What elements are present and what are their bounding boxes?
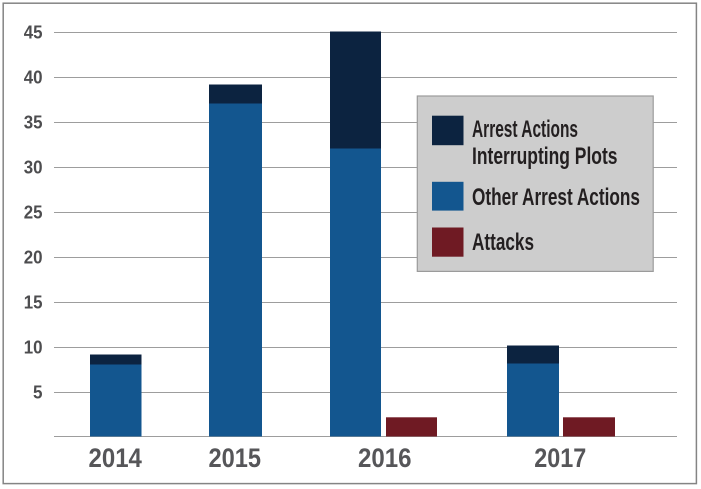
svg-text:Other Arrest Actions: Other Arrest Actions: [472, 184, 640, 211]
svg-text:Arrest Actions: Arrest Actions: [472, 116, 578, 143]
svg-text:2016: 2016: [358, 443, 412, 473]
svg-text:40: 40: [24, 67, 43, 87]
svg-text:Interrupting Plots: Interrupting Plots: [472, 143, 618, 170]
svg-text:Attacks: Attacks: [472, 229, 534, 256]
svg-text:5: 5: [33, 382, 43, 402]
svg-text:10: 10: [24, 337, 43, 357]
svg-text:15: 15: [24, 292, 43, 312]
svg-text:30: 30: [24, 157, 43, 177]
svg-text:2014: 2014: [89, 443, 143, 473]
svg-text:25: 25: [24, 202, 43, 222]
svg-text:2015: 2015: [209, 443, 262, 473]
svg-text:45: 45: [24, 22, 43, 42]
svg-text:20: 20: [24, 247, 43, 267]
svg-text:35: 35: [24, 112, 43, 132]
svg-text:2017: 2017: [534, 443, 586, 473]
